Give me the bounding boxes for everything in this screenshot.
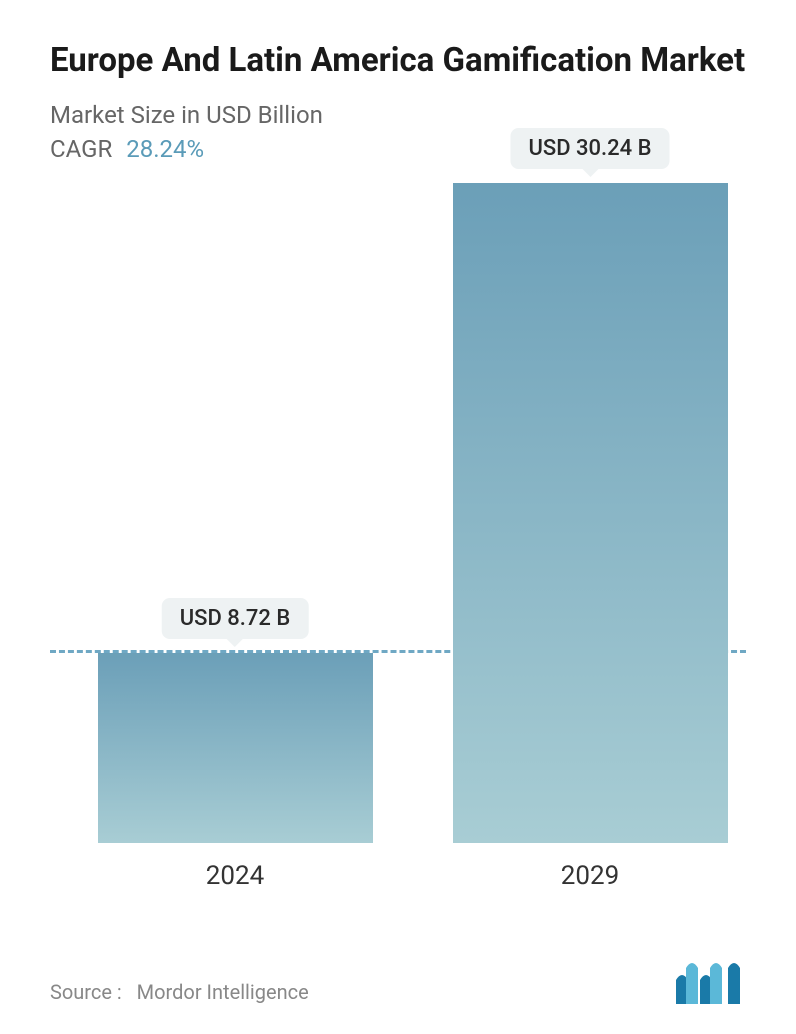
bar-2029: [453, 183, 728, 843]
x-label-2024: 2024: [206, 861, 264, 891]
logo-icon: [676, 962, 746, 1004]
chart-title: Europe And Latin America Gamification Ma…: [50, 40, 746, 83]
value-pill-2024: USD 8.72 B: [162, 598, 309, 639]
chart-plot: USD 8.72 BUSD 30.24 B: [50, 183, 746, 843]
source-text: Source : Mordor Intelligence: [50, 980, 309, 1004]
brand-logo: [676, 962, 746, 1004]
cagr-label: CAGR: [50, 135, 112, 163]
bar-2024: [98, 653, 373, 843]
chart-container: Europe And Latin America Gamification Ma…: [0, 0, 796, 1034]
chart-area: USD 8.72 BUSD 30.24 B 2024 2029: [50, 183, 746, 902]
chart-subtitle: Market Size in USD Billion: [50, 101, 746, 129]
value-pill-2029: USD 30.24 B: [510, 128, 669, 169]
source-label: Source :: [50, 980, 122, 1004]
source-name: Mordor Intelligence: [137, 980, 309, 1004]
chart-footer: Source : Mordor Intelligence: [50, 962, 746, 1004]
cagr-value: 28.24%: [126, 135, 204, 163]
x-label-2029: 2029: [561, 861, 619, 891]
